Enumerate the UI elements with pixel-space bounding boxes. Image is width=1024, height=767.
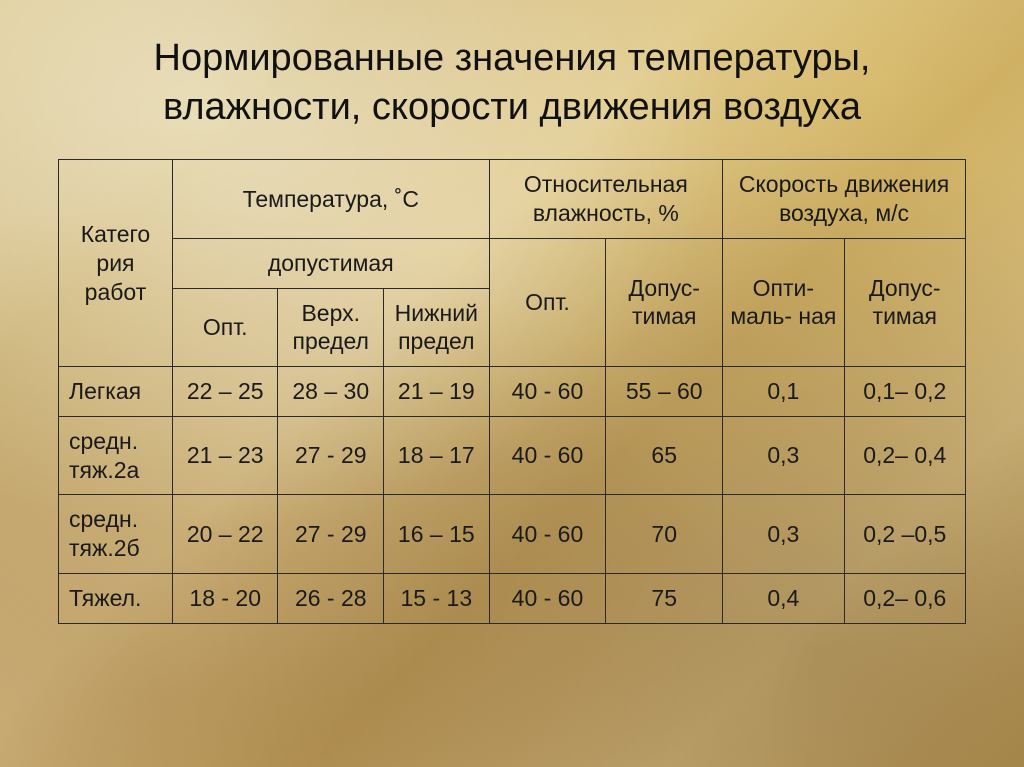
- table-row: средн. тяж.2а 21 – 23 27 - 29 18 – 17 40…: [59, 416, 966, 495]
- cell: 0,3: [723, 495, 844, 574]
- cell: 18 – 17: [384, 416, 490, 495]
- cell: 15 - 13: [384, 573, 490, 623]
- cell: 65: [606, 416, 723, 495]
- th-spd-opt: Опти- маль- ная: [723, 238, 844, 366]
- th-hum-opt: Опт.: [489, 238, 606, 366]
- cell: 21 – 19: [384, 367, 490, 417]
- cell: 27 - 29: [278, 495, 384, 574]
- row-label: средн. тяж.2а: [59, 416, 173, 495]
- norms-table: Катего рия работ Температура, ˚С Относит…: [58, 159, 966, 623]
- cell: 0,3: [723, 416, 844, 495]
- cell: 40 - 60: [489, 573, 606, 623]
- th-spd-perm: Допус- тимая: [844, 238, 965, 366]
- th-temp-opt: Опт.: [172, 288, 278, 367]
- th-airspeed: Скорость движения воздуха, м/с: [723, 160, 966, 239]
- cell: 55 – 60: [606, 367, 723, 417]
- cell: 16 – 15: [384, 495, 490, 574]
- cell: 70: [606, 495, 723, 574]
- th-hum-perm: Допус- тимая: [606, 238, 723, 366]
- cell: 75: [606, 573, 723, 623]
- th-humidity: Относительная влажность, %: [489, 160, 723, 239]
- row-label: средн. тяж.2б: [59, 495, 173, 574]
- cell: 22 – 25: [172, 367, 278, 417]
- cell: 0,1– 0,2: [844, 367, 965, 417]
- cell: 0,1: [723, 367, 844, 417]
- cell: 40 - 60: [489, 367, 606, 417]
- cell: 27 - 29: [278, 416, 384, 495]
- cell: 40 - 60: [489, 416, 606, 495]
- page-title: Нормированные значения температуры, влаж…: [58, 34, 966, 131]
- cell: 0,2– 0,6: [844, 573, 965, 623]
- cell: 26 - 28: [278, 573, 384, 623]
- cell: 0,2 –0,5: [844, 495, 965, 574]
- cell: 0,2– 0,4: [844, 416, 965, 495]
- table-row: Легкая 22 – 25 28 – 30 21 – 19 40 - 60 5…: [59, 367, 966, 417]
- row-label: Легкая: [59, 367, 173, 417]
- table-row: Тяжел. 18 - 20 26 - 28 15 - 13 40 - 60 7…: [59, 573, 966, 623]
- cell: 20 – 22: [172, 495, 278, 574]
- cell: 40 - 60: [489, 495, 606, 574]
- th-temp-upper: Верх. предел: [278, 288, 384, 367]
- table-body: Легкая 22 – 25 28 – 30 21 – 19 40 - 60 5…: [59, 367, 966, 624]
- cell: 21 – 23: [172, 416, 278, 495]
- cell: 18 - 20: [172, 573, 278, 623]
- th-category: Катего рия работ: [59, 160, 173, 367]
- cell: 0,4: [723, 573, 844, 623]
- row-label: Тяжел.: [59, 573, 173, 623]
- th-permissible: допустимая: [172, 238, 489, 288]
- th-temp-lower: Нижний предел: [384, 288, 490, 367]
- table-row: средн. тяж.2б 20 – 22 27 - 29 16 – 15 40…: [59, 495, 966, 574]
- cell: 28 – 30: [278, 367, 384, 417]
- th-temperature: Температура, ˚С: [172, 160, 489, 239]
